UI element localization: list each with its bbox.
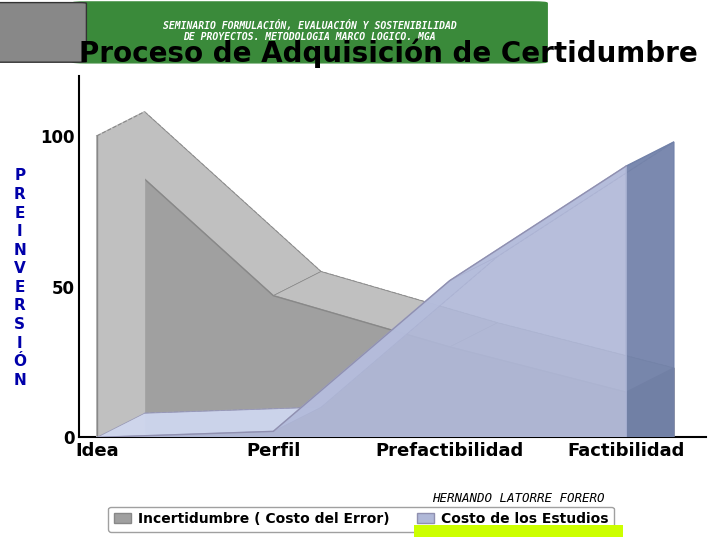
Text: HERNANDO LATORRE FORERO: HERNANDO LATORRE FORERO [432,492,605,505]
Polygon shape [97,166,626,437]
FancyBboxPatch shape [72,2,547,63]
FancyBboxPatch shape [0,3,86,62]
Polygon shape [274,256,498,431]
Polygon shape [97,407,321,437]
Polygon shape [145,112,674,437]
Polygon shape [97,136,626,437]
Polygon shape [97,112,145,437]
Text: SEMINARIO FORMULACIÓN, EVALUACIÓN Y SOSTENIBILIDAD
DE PROYECTOS. METODOLOGIA MAR: SEMINARIO FORMULACIÓN, EVALUACIÓN Y SOST… [163,20,456,43]
Polygon shape [97,112,321,296]
Text: P
R
E
I
N
V
E
R
S
I
Ó
N: P R E I N V E R S I Ó N [13,168,27,388]
Polygon shape [450,142,674,281]
Legend: Incertidumbre ( Costo del Error), Costo de los Estudios: Incertidumbre ( Costo del Error), Costo … [109,507,613,532]
Bar [414,525,623,537]
Text: Proceso de Adquisición de Certidumbre: Proceso de Adquisición de Certidumbre [79,38,698,68]
Polygon shape [450,323,674,392]
Polygon shape [626,142,674,437]
Polygon shape [626,368,674,437]
Polygon shape [145,142,674,437]
Polygon shape [274,272,498,347]
